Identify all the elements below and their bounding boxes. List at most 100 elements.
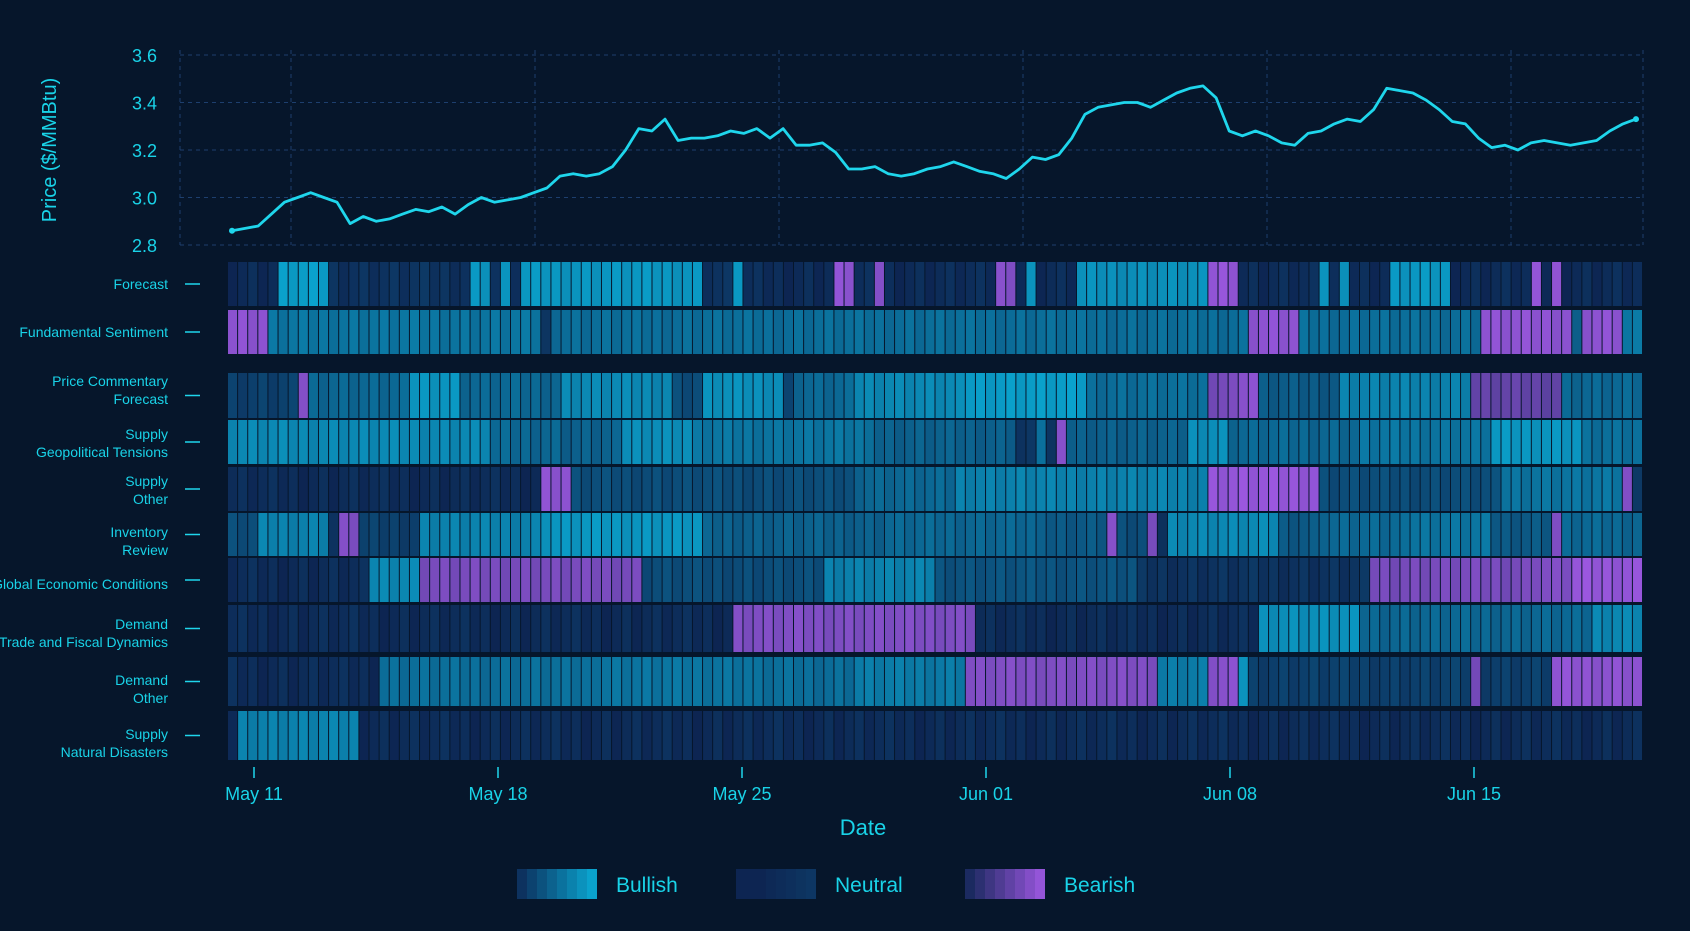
heatmap-cell: [794, 373, 804, 418]
heatmap-cell: [1178, 711, 1188, 760]
heatmap-cell: [379, 420, 389, 464]
heatmap-cell: [1127, 262, 1137, 306]
heatmap-cell: [1450, 467, 1461, 511]
heatmap-cell: [1541, 262, 1552, 306]
heatmap-cell: [682, 420, 692, 464]
heatmap-cell: [1026, 711, 1036, 760]
heatmap-cell: [1299, 467, 1309, 511]
heatmap-cell: [1319, 605, 1329, 652]
heatmap-cell: [1349, 262, 1359, 306]
heatmap-cell: [541, 513, 551, 556]
heatmap-cell: [1481, 711, 1491, 760]
heatmap-cell: [248, 657, 258, 706]
heatmap-cell: [1602, 420, 1612, 464]
heatmap-cell: [1198, 513, 1208, 556]
heatmap-cell: [1390, 373, 1400, 418]
heatmap-cell: [541, 310, 551, 354]
heatmap-cell: [470, 420, 480, 464]
heatmap-cell: [359, 373, 369, 418]
heatmap-cell: [753, 373, 763, 418]
heatmap-cell: [541, 657, 551, 706]
heatmap-cell: [1572, 373, 1582, 418]
heatmap-cell: [329, 373, 339, 418]
heatmap-cell: [601, 373, 612, 418]
heatmap-cell: [925, 513, 935, 556]
heatmap-cell: [460, 657, 470, 706]
heatmap-cell: [1056, 605, 1066, 652]
heatmap-cell: [965, 262, 975, 306]
y-tick-label: 2.8: [132, 236, 157, 256]
heatmap-cell: [1440, 605, 1450, 652]
heatmap-cell: [228, 373, 238, 418]
heatmap-cell: [1188, 711, 1198, 760]
heatmap-cell: [591, 262, 601, 306]
heatmap-cell: [814, 657, 824, 706]
heatmap-cell: [1178, 467, 1188, 511]
heatmap-cell: [682, 373, 692, 418]
heatmap-cell: [1562, 605, 1572, 652]
heatmap-cell: [399, 513, 409, 556]
heatmap-cell: [1279, 657, 1289, 706]
heatmap-cell: [1077, 558, 1087, 602]
heatmap-cell: [723, 262, 733, 306]
heatmap-cell: [794, 420, 804, 464]
heatmap-cell: [1279, 558, 1289, 602]
heatmap-cell: [1632, 467, 1642, 511]
heatmap-cell: [268, 262, 278, 306]
heatmap-cell: [996, 467, 1006, 511]
heatmap-cell: [1491, 373, 1501, 418]
heatmap-cell: [1572, 310, 1582, 354]
heatmap-cell: [1238, 310, 1248, 354]
heatmap-cell: [571, 711, 581, 760]
heatmap-cell: [945, 373, 955, 418]
heatmap-cell: [652, 420, 662, 464]
heatmap-cell: [1400, 513, 1410, 556]
heatmap-cell: [1137, 310, 1147, 354]
heatmap-cell: [318, 310, 329, 354]
heatmap-cell: [339, 262, 349, 306]
heatmap-cell: [349, 467, 359, 511]
heatmap-cell: [763, 558, 773, 602]
heatmap-cell: [460, 310, 470, 354]
heatmap-cell: [1087, 605, 1097, 652]
heatmap-cell: [1238, 558, 1248, 602]
heatmap-cell: [864, 513, 874, 556]
heatmap-cell: [804, 262, 814, 306]
heatmap-cell: [824, 262, 834, 306]
heatmap-cell: [672, 558, 682, 602]
heatmap-cell: [288, 657, 298, 706]
x-tick-label: May 18: [468, 784, 527, 804]
heatmap-cell: [1046, 310, 1056, 354]
heatmap-cell: [642, 657, 652, 706]
heatmap-cell: [248, 513, 258, 556]
y-tick-label: 3.2: [132, 141, 157, 161]
heatmap-cell: [682, 310, 692, 354]
heatmap-cell: [884, 711, 895, 760]
heatmap-cell: [804, 513, 814, 556]
heatmap-cell: [945, 310, 955, 354]
heatmap-cell: [814, 373, 824, 418]
heatmap-cell: [1410, 657, 1420, 706]
heatmap-cell: [1370, 262, 1380, 306]
heatmap-cell: [1461, 711, 1471, 760]
heatmap-cell: [753, 310, 763, 354]
heatmap-cell: [339, 558, 349, 602]
heatmap-cell: [895, 711, 905, 760]
heatmap-cell: [1400, 711, 1410, 760]
heatmap-cell: [1582, 558, 1592, 602]
heatmap-cell: [288, 310, 298, 354]
heatmap-cell: [1612, 310, 1622, 354]
heatmap-row: [228, 558, 1642, 602]
heatmap-cell: [884, 262, 895, 306]
heatmap-cell: [682, 513, 692, 556]
heatmap-cell: [389, 310, 399, 354]
heatmap-cell: [1228, 605, 1238, 652]
heatmap-cell: [662, 373, 672, 418]
heatmap-cell: [1279, 467, 1289, 511]
heatmap-cell: [824, 558, 834, 602]
heatmap-cell: [814, 420, 824, 464]
heatmap-cell: [1511, 310, 1521, 354]
legend: Bullish Neutral Bearish: [517, 869, 1135, 899]
heatmap-cell: [511, 711, 521, 760]
heatmap-cell: [601, 262, 612, 306]
